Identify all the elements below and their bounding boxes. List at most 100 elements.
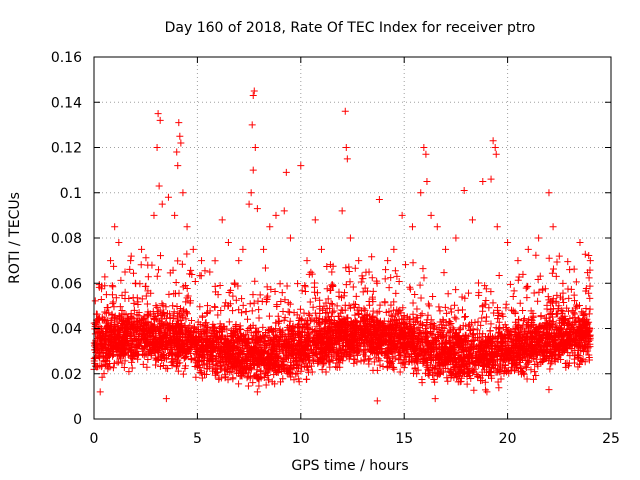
data-point: [246, 300, 254, 308]
data-point: [381, 298, 389, 306]
data-point: [116, 355, 124, 363]
data-point: [390, 306, 398, 314]
data-point: [287, 358, 295, 366]
data-point: [435, 303, 443, 311]
data-point: [424, 300, 432, 308]
data-point: [565, 320, 573, 328]
data-point: [313, 342, 321, 350]
data-point: [585, 351, 593, 359]
data-point: [109, 300, 117, 308]
grid-lines: [94, 57, 611, 419]
data-point: [350, 326, 358, 334]
data-point: [224, 368, 232, 376]
data-point: [233, 342, 241, 350]
data-point: [424, 359, 432, 367]
data-point: [387, 311, 395, 319]
data-point: [493, 351, 501, 359]
data-point: [265, 312, 273, 320]
data-point: [169, 323, 177, 331]
data-point: [98, 329, 106, 337]
data-point: [476, 353, 484, 361]
data-point: [331, 339, 339, 347]
data-point: [280, 358, 288, 366]
data-point: [396, 368, 404, 376]
data-point: [370, 318, 378, 326]
data-point: [202, 329, 210, 337]
data-point: [294, 280, 302, 288]
data-point: [459, 322, 467, 330]
data-point: [324, 327, 332, 335]
data-point: [351, 337, 359, 345]
data-point: [375, 355, 383, 363]
data-point: [563, 337, 571, 345]
data-point: [582, 284, 590, 292]
data-point: [499, 323, 507, 331]
data-point: [544, 293, 552, 301]
data-point: [236, 325, 244, 333]
data-point: [238, 309, 246, 317]
data-point: [393, 272, 401, 280]
data-point: [269, 328, 277, 336]
data-point: [214, 311, 222, 319]
data-point: [495, 384, 503, 392]
data-point: [137, 319, 145, 327]
data-point: [211, 345, 219, 353]
data-point: [110, 303, 118, 311]
data-point: [255, 314, 263, 322]
data-point: [182, 315, 190, 323]
data-point: [570, 291, 578, 299]
data-point: [290, 336, 298, 344]
data-point: [253, 366, 261, 374]
data-point: [209, 367, 217, 375]
data-point: [392, 289, 400, 297]
data-point: [525, 357, 533, 365]
data-point: [321, 324, 329, 332]
data-point: [319, 332, 327, 340]
data-point: [585, 328, 593, 336]
data-point: [276, 280, 284, 288]
data-point: [255, 306, 263, 314]
data-point: [515, 273, 523, 281]
data-point: [302, 342, 310, 350]
data-point: [369, 287, 377, 295]
data-point: [181, 322, 189, 330]
data-point: [130, 306, 138, 314]
data-point: [419, 265, 427, 273]
data-point: [295, 356, 303, 364]
data-point: [483, 313, 491, 321]
data-point: [97, 282, 105, 290]
data-point: [586, 282, 594, 290]
data-point: [326, 363, 334, 371]
data-point: [117, 276, 125, 284]
data-point: [509, 292, 517, 300]
data-point: [349, 283, 357, 291]
data-point: [559, 279, 567, 287]
data-point: [185, 346, 193, 354]
data-point: [318, 366, 326, 374]
data-point: [283, 282, 291, 290]
data-point: [306, 311, 314, 319]
data-point: [376, 361, 384, 369]
data-point: [556, 319, 564, 327]
data-point: [210, 324, 218, 332]
data-point: [368, 293, 376, 301]
data-point: [295, 378, 303, 386]
data-point: [323, 317, 331, 325]
data-point: [259, 332, 267, 340]
data-point: [173, 313, 181, 321]
data-point: [91, 297, 99, 305]
data-point: [314, 318, 322, 326]
data-point: [296, 305, 304, 313]
data-point: [448, 346, 456, 354]
data-point: [475, 279, 483, 287]
data-point: [335, 333, 343, 341]
data-point: [495, 272, 503, 280]
data-point: [152, 361, 160, 369]
data-point: [510, 287, 518, 295]
data-point: [495, 346, 503, 354]
data-point: [559, 289, 567, 297]
data-point: [121, 349, 129, 357]
data-point: [505, 352, 513, 360]
data-point: [382, 350, 390, 358]
data-point: [211, 282, 219, 290]
